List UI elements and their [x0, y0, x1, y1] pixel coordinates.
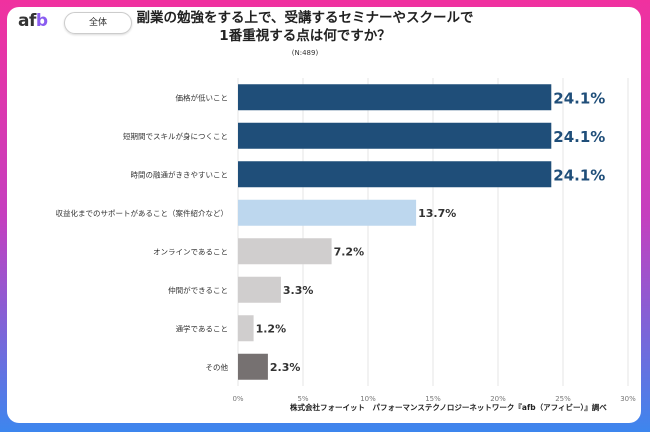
bar [238, 199, 417, 226]
data-label: 13.7% [418, 207, 456, 220]
x-tick-label: 30% [620, 395, 636, 403]
x-tick-label: 15% [425, 395, 441, 403]
x-tick-label: 20% [490, 395, 506, 403]
bar [238, 276, 281, 303]
category-label: 時間の融通がききやすいこと [131, 169, 229, 179]
x-tick-label: 10% [360, 395, 376, 403]
data-label: 3.3% [283, 284, 314, 297]
segment-badge: 全体 [64, 12, 132, 34]
title-line2: 1番重視する点は何ですか？ [219, 28, 391, 44]
data-label: 7.2% [334, 245, 365, 258]
category-label: 仲間ができること [168, 285, 228, 295]
category-label: その他 [206, 362, 229, 372]
sample-size: (N:489) [291, 49, 319, 57]
bar [238, 315, 254, 342]
data-label: 24.1% [553, 89, 605, 107]
bar [238, 84, 552, 111]
data-label: 24.1% [553, 166, 605, 184]
category-label: 短期間でスキルが身につくこと [123, 131, 228, 141]
data-label: 24.1% [553, 128, 605, 146]
bar [238, 353, 268, 380]
bar [238, 238, 332, 265]
chart-title: 副業の勉強をする上で、受講するセミナーやスクールで 1番重視する点は何ですか？ [130, 9, 480, 45]
source-note: 株式会社フォーイット パフォーマンステクノロジーネットワーク『afb（アフィビー… [290, 403, 607, 412]
afb-logo: afb [18, 11, 48, 31]
data-label: 2.3% [270, 361, 301, 374]
category-label: 収益化までのサポートがあること（案件紹介など） [56, 208, 229, 218]
data-label: 1.2% [256, 322, 287, 335]
x-tick-label: 0% [232, 395, 243, 403]
category-label: 価格が低いこと [176, 92, 229, 102]
category-label: オンラインであること [153, 247, 228, 256]
bar [238, 122, 552, 149]
category-label: 通学であること [176, 323, 228, 333]
title-line1: 副業の勉強をする上で、受講するセミナーやスクールで [136, 10, 474, 26]
x-tick-label: 25% [555, 395, 571, 403]
x-tick-label: 5% [297, 395, 308, 403]
bar [238, 161, 552, 188]
